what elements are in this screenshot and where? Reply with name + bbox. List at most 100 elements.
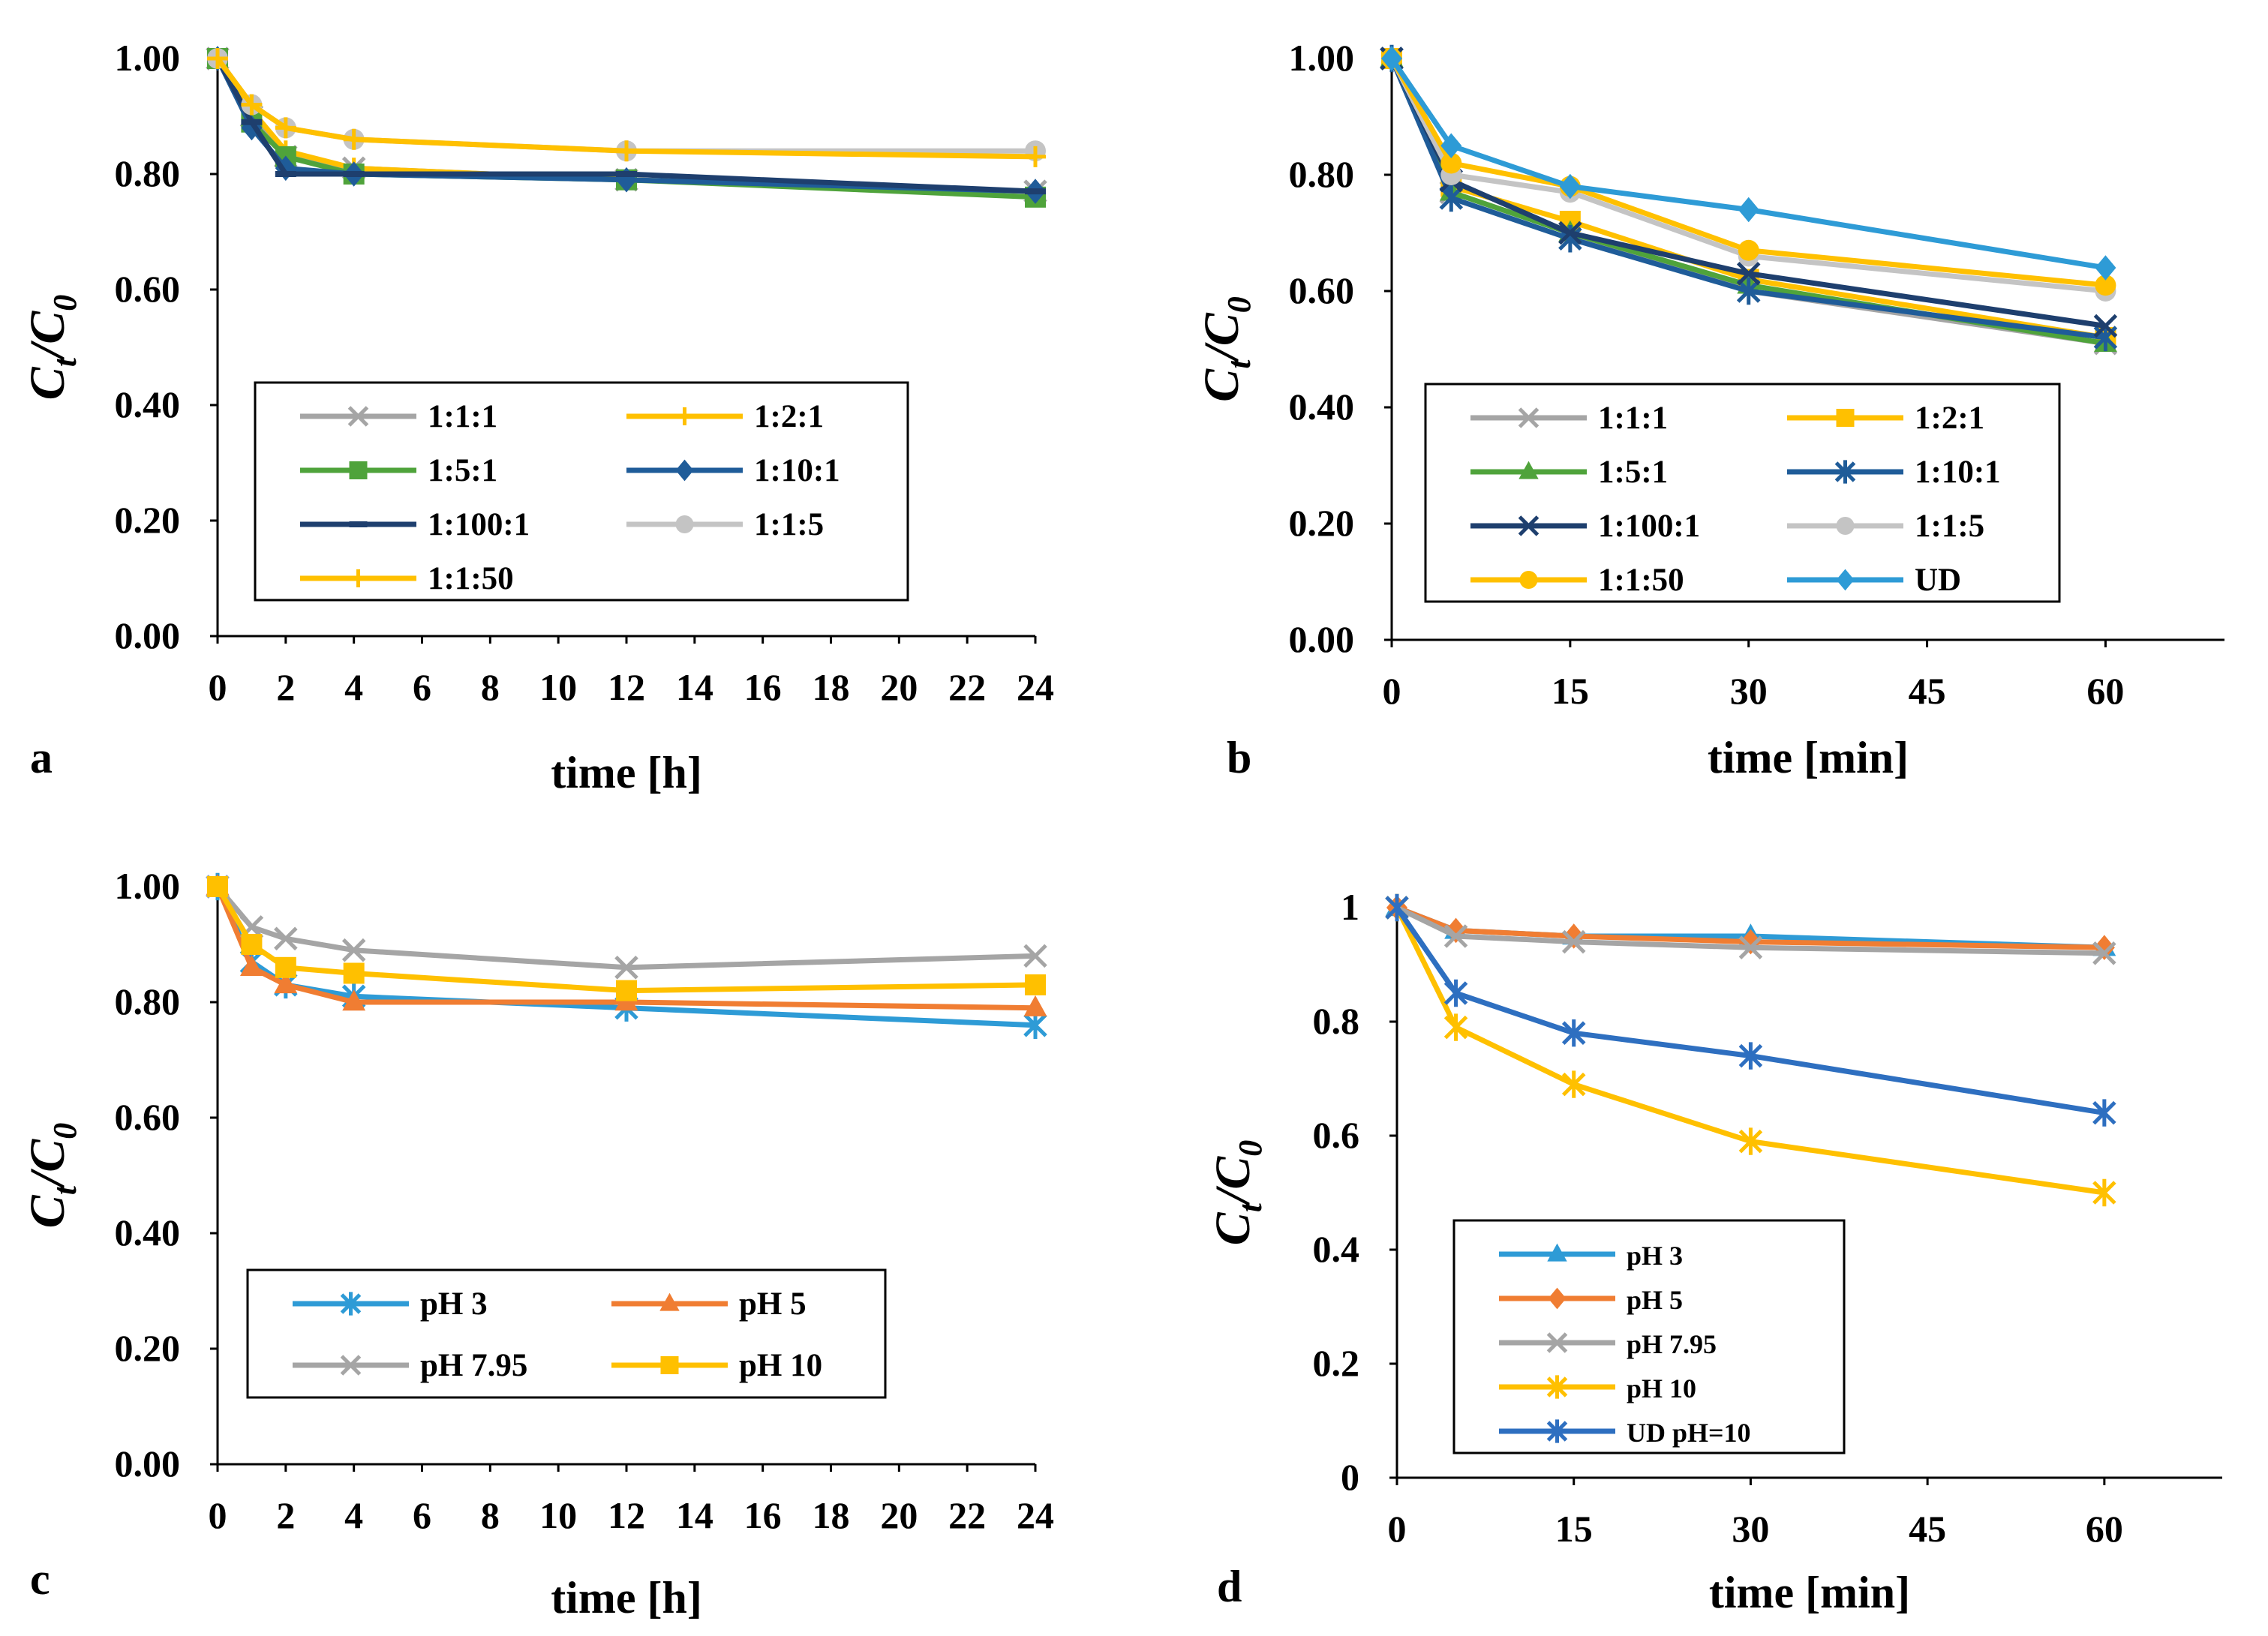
x-tick-label: 20 [880, 666, 918, 708]
y-tick-label: 1.00 [115, 37, 181, 79]
data-point [1558, 221, 1582, 245]
data-point [1738, 935, 1763, 959]
data-point [1738, 197, 1759, 223]
series-line [1389, 57, 2106, 271]
y-axis-label: Ct/C0 [20, 1123, 83, 1229]
data-point [1736, 261, 1761, 286]
data-point [616, 140, 637, 162]
y-label-slash: /C [1206, 1156, 1260, 1206]
data-point [341, 938, 366, 962]
legend-label: pH 7.95 [1627, 1329, 1717, 1359]
x-tick-label: 14 [676, 666, 713, 708]
data-point [1025, 146, 1046, 167]
data-point [616, 167, 637, 193]
data-point [275, 117, 296, 139]
y-label-sub: 0 [1232, 1140, 1269, 1157]
y-tick-label: 0.00 [115, 614, 181, 656]
legend-label: 1:5:1 [428, 453, 497, 488]
data-point [240, 955, 263, 976]
x-tick-label: 45 [1909, 1508, 1946, 1550]
data-point [1023, 944, 1047, 968]
legend-marker [1836, 517, 1855, 535]
y-tick-label: 0.60 [115, 268, 181, 310]
panel-label: b [1227, 733, 1251, 782]
y-tick-label: 0.20 [115, 499, 181, 541]
y-tick-label: 0.00 [1289, 618, 1355, 660]
data-point [2095, 275, 2116, 296]
legend-label: 1:1:1 [1598, 401, 1668, 436]
y-tick-label: 0.6 [1313, 1114, 1360, 1156]
y-label-sub: t [1221, 359, 1257, 369]
legend-marker [1836, 409, 1855, 427]
y-tick-label: 0.60 [1289, 269, 1355, 311]
data-point [1561, 929, 1586, 954]
legend-label: 1:5:1 [1598, 455, 1668, 490]
y-label-c: C [20, 366, 75, 400]
data-point [1561, 1019, 1586, 1047]
data-point [275, 155, 296, 182]
data-point [1023, 995, 1047, 1016]
y-tick-label: 0.20 [1289, 502, 1355, 544]
legend-label: 1:1:50 [1598, 563, 1684, 598]
legend-marker [340, 1292, 362, 1316]
data-point [241, 934, 263, 955]
legend-label: pH 5 [1627, 1285, 1683, 1315]
x-tick-label: 0 [209, 1494, 227, 1536]
chart-panel-c: 0.000.200.400.600.801.000 2 4 6 8 10 12 14 16 18 2… [20, 865, 1054, 1622]
legend-marker [675, 459, 694, 482]
x-tick-label: 0 [1383, 670, 1401, 712]
data-point [1385, 893, 1409, 922]
legend-box [246, 1268, 887, 1399]
legend-label: 1:1:5 [1915, 509, 1984, 544]
series-line [215, 884, 1036, 971]
x-tick-label: 15 [1552, 670, 1589, 712]
panel-label: c [30, 1554, 50, 1604]
data-point [2092, 941, 2116, 965]
y-axis-label: Ct/C0 [1194, 296, 1257, 402]
legend-label: 1:2:1 [754, 399, 824, 434]
legend-label: UD [1915, 563, 1961, 598]
x-tick-label: 10 [539, 1494, 577, 1536]
x-tick-label: 15 [1555, 1508, 1593, 1550]
data-point [1561, 1070, 1586, 1098]
y-tick-label: 0.4 [1313, 1228, 1360, 1270]
data-point [207, 48, 228, 69]
data-point [614, 956, 638, 980]
legend-label: 1:100:1 [428, 507, 530, 542]
legend-label: pH 10 [739, 1348, 822, 1383]
data-point [1381, 46, 1402, 71]
data-point [1439, 184, 1464, 212]
x-tick-label: 20 [880, 1494, 918, 1536]
x-tick-label: 18 [813, 666, 850, 708]
data-point [1738, 239, 1759, 261]
data-point [1738, 1127, 1763, 1155]
y-tick-label: 0.2 [1313, 1342, 1360, 1384]
legend-marker [1519, 571, 1538, 589]
y-tick-label: 1.00 [115, 865, 181, 907]
chart-panel-b: 0.00 0.20 0.40 0.60 0.80 1.00 0 15 30 45 60 time [m… [1194, 37, 2224, 782]
x-tick-label: 8 [481, 666, 500, 708]
data-point [2092, 1099, 2116, 1127]
x-tick-label: 60 [2086, 1508, 2123, 1550]
y-label-slash: /C [20, 311, 75, 361]
y-tick-label: 0.20 [115, 1327, 181, 1369]
y-tick-label: 0.80 [1289, 153, 1355, 195]
x-axis-label: time [min] [1709, 1568, 1910, 1617]
x-tick-label: 4 [344, 1494, 363, 1536]
x-tick-label: 0 [1388, 1508, 1407, 1550]
x-axis-label: time [h] [551, 1573, 702, 1622]
y-label-sub: t [1232, 1202, 1269, 1212]
x-tick-label: 10 [539, 666, 577, 708]
legend-marker [349, 569, 368, 587]
legend-marker [1518, 515, 1540, 536]
x-tick-label: 22 [948, 666, 986, 708]
y-tick-label: 1 [1341, 886, 1359, 928]
legend-marker [675, 515, 694, 533]
legend-marker [1518, 407, 1540, 428]
legend-marker [675, 407, 694, 425]
data-point [1443, 979, 1468, 1007]
legend-label: pH 5 [739, 1286, 807, 1322]
x-tick-label: 4 [344, 666, 363, 708]
